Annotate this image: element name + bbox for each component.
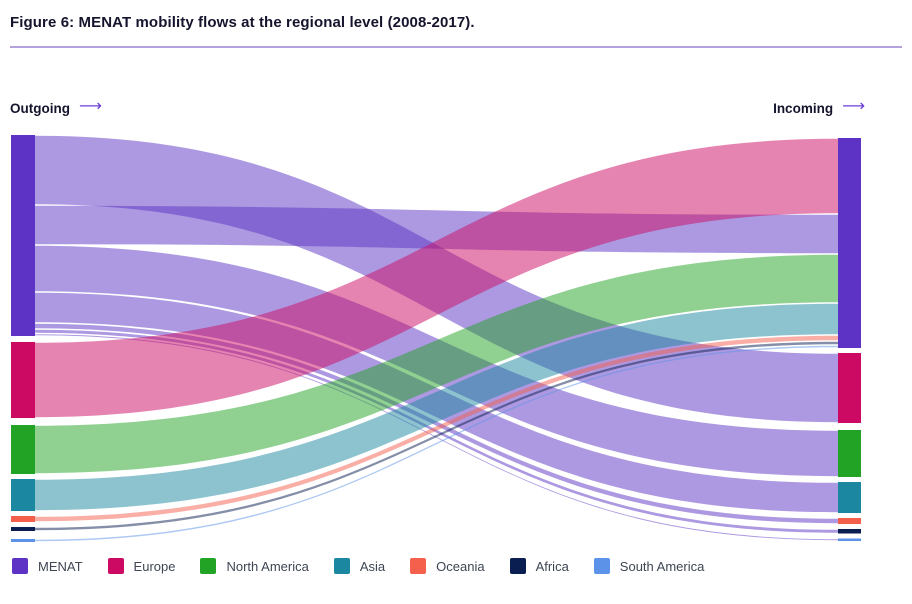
legend-swatch-north_america bbox=[200, 558, 217, 574]
legend-item-africa: Africa bbox=[509, 558, 569, 574]
right-arrow-icon: ⟶ bbox=[842, 98, 865, 115]
sankey-link-oceania-to-menat bbox=[35, 335, 838, 522]
legend-item-label: Asia bbox=[359, 558, 386, 574]
legend: MENAT Europe North America Asia Oceania Afric… bbox=[12, 558, 704, 574]
incoming-label-group: Incoming ⟶ bbox=[773, 98, 865, 116]
legend-item-label: South America bbox=[619, 558, 705, 574]
legend-item-label: North America bbox=[226, 558, 309, 574]
legend-item-label: Europe bbox=[133, 558, 176, 574]
sankey-node-europe-right bbox=[838, 353, 861, 423]
legend-item-europe: Europe bbox=[107, 558, 176, 574]
outgoing-label-group: Outgoing ⟶ bbox=[10, 98, 102, 116]
sankey-node-oceania-right bbox=[838, 518, 861, 524]
legend-swatch-asia bbox=[333, 558, 350, 574]
sankey-node-north_america-right bbox=[838, 430, 861, 477]
sankey-link-europe-to-menat bbox=[35, 138, 838, 418]
right-arrow-icon: ⟶ bbox=[78, 98, 102, 115]
legend-swatch-europe bbox=[107, 558, 124, 574]
sankey-node-menat-right bbox=[838, 138, 861, 348]
sankey-node-europe-left bbox=[11, 342, 35, 418]
outgoing-label: Outgoing bbox=[10, 100, 70, 116]
sankey-link-north_america-to-menat bbox=[35, 254, 838, 474]
incoming-label: Incoming bbox=[773, 100, 834, 116]
sankey-link-menat-to-south_america bbox=[35, 334, 838, 541]
title-underline bbox=[10, 46, 902, 48]
sankey-node-asia-left bbox=[11, 479, 35, 511]
legend-swatch-south_america bbox=[593, 558, 610, 574]
legend-item-oceania: Oceania bbox=[410, 558, 485, 574]
figure-title: Figure 6: MENAT mobility flows at the re… bbox=[10, 14, 475, 31]
legend-item-label: Oceania bbox=[436, 558, 485, 574]
sankey-node-south_america-right bbox=[838, 538, 861, 541]
sankey-node-menat-left bbox=[11, 135, 35, 336]
legend-item-menat: MENAT bbox=[12, 558, 83, 574]
sankey-link-south_america-to-menat bbox=[35, 345, 838, 542]
legend-item-label: MENAT bbox=[38, 558, 83, 574]
sankey-link-asia-to-menat bbox=[35, 303, 838, 511]
legend-item-south_america: South America bbox=[593, 558, 705, 574]
sankey-node-south_america-left bbox=[11, 539, 35, 542]
sankey-node-africa-left bbox=[11, 527, 35, 531]
sankey-node-north_america-left bbox=[11, 425, 35, 474]
sankey-link-menat-to-africa bbox=[35, 329, 838, 533]
sankey-link-africa-to-menat bbox=[35, 341, 838, 531]
sankey-node-oceania-left bbox=[11, 516, 35, 522]
legend-item-asia: Asia bbox=[333, 558, 386, 574]
legend-swatch-africa bbox=[509, 558, 526, 574]
legend-item-label: Africa bbox=[535, 558, 569, 574]
sankey-node-asia-right bbox=[838, 482, 861, 513]
legend-item-north_america: North America bbox=[200, 558, 309, 574]
legend-swatch-menat bbox=[12, 558, 28, 574]
sankey-link-menat-to-oceania bbox=[35, 323, 838, 524]
legend-swatch-oceania bbox=[410, 558, 427, 574]
sankey-node-africa-right bbox=[838, 529, 861, 534]
